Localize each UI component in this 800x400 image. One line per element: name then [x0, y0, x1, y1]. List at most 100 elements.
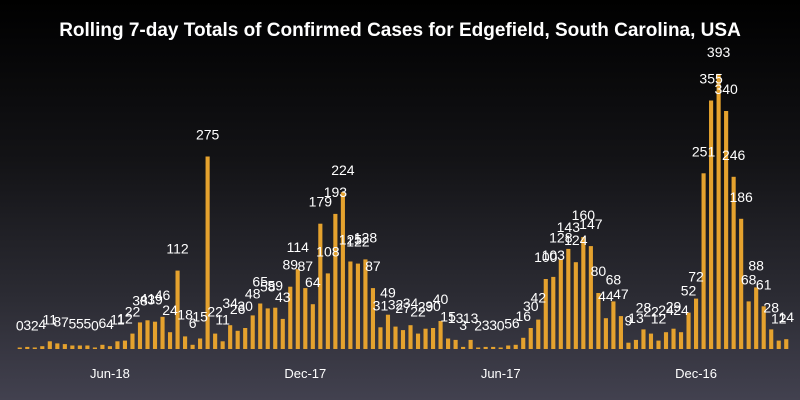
bar-value-label: 46: [155, 287, 171, 303]
bar-value-label: 27: [395, 300, 411, 316]
bar: [258, 303, 263, 349]
bar: [678, 332, 684, 349]
bar: [566, 248, 571, 349]
bar: [303, 288, 308, 349]
bar: [32, 347, 37, 349]
bar-value-label: 68: [741, 271, 757, 287]
bar: [581, 237, 586, 349]
bar: [694, 298, 699, 349]
bar-value-label: 160: [572, 207, 596, 223]
bar: [25, 346, 30, 349]
bar: [476, 347, 481, 349]
bar: [115, 341, 120, 349]
bar-value-label: 47: [613, 286, 629, 302]
bar-value-label: 7: [61, 314, 69, 330]
bar-value-label: 13: [628, 310, 644, 326]
bar: [167, 332, 173, 349]
bar-value-label: 5: [68, 316, 76, 332]
bar-value-label: 4: [106, 316, 114, 332]
bar-value-label: 89: [282, 257, 298, 273]
bar: [17, 347, 22, 349]
bar-value-label: 12: [651, 311, 667, 327]
bar-value-label: 355: [699, 71, 723, 87]
bar-value-label: 49: [380, 285, 396, 301]
bar: [761, 306, 766, 349]
bar: [160, 316, 165, 349]
bar: [62, 344, 67, 349]
bar: [295, 269, 300, 349]
bar: [370, 288, 376, 349]
bar-value-label: 58: [260, 278, 276, 294]
bar-value-label: 34: [222, 295, 238, 311]
bar-value-label: 3: [459, 317, 467, 333]
bar: [85, 345, 90, 349]
bar-value-label: 26: [230, 301, 246, 317]
bar-value-label: 87: [298, 258, 314, 274]
bar-value-label: 30: [237, 298, 253, 314]
bar-value-label: 224: [331, 162, 355, 178]
bar-value-label: 100: [534, 249, 558, 265]
bar-value-label: 13: [463, 310, 479, 326]
bar: [378, 327, 383, 349]
bar: [130, 333, 135, 349]
bar: [776, 340, 781, 349]
bar-value-label: 0: [91, 318, 99, 334]
bar: [739, 218, 744, 349]
bar-value-label: 34: [403, 295, 419, 311]
bar-value-label: 44: [598, 288, 614, 304]
bar: [273, 307, 278, 349]
bar-value-label: 9: [625, 313, 633, 329]
bar: [483, 346, 488, 349]
bar: [663, 332, 669, 349]
bar: [430, 328, 436, 349]
x-tick-label: Dec-17: [284, 366, 326, 381]
bar-value-label: 88: [748, 257, 764, 273]
bar-value-label: 24: [673, 302, 689, 318]
bar-value-label: 2: [31, 318, 39, 334]
bar: [40, 346, 45, 349]
bar-value-label: 128: [354, 229, 378, 245]
bar-value-label: 12: [771, 311, 787, 327]
bar-value-label: 87: [365, 258, 381, 274]
bar: [318, 223, 323, 349]
bar-value-label: 128: [549, 229, 573, 245]
bar: [355, 263, 360, 349]
bar: [528, 328, 533, 349]
bar-value-label: 11: [215, 311, 230, 327]
bar-value-label: 251: [692, 143, 716, 159]
bar-value-label: 246: [722, 147, 746, 163]
bar-value-label: 186: [729, 189, 753, 205]
bar: [461, 346, 466, 349]
bar-value-label: 393: [707, 44, 731, 60]
bar: [438, 321, 443, 349]
x-tick-label: Jun-18: [90, 366, 130, 381]
bar-value-label: 6: [512, 315, 520, 331]
bar: [243, 328, 248, 349]
bar-value-label: 3: [489, 317, 497, 333]
bar-value-label: 64: [305, 274, 321, 290]
bar-value-label: 15: [192, 309, 208, 325]
bar-value-label: 59: [267, 278, 283, 294]
bar-value-label: 68: [606, 271, 622, 287]
bar-value-label: 11: [110, 311, 125, 327]
bar-value-label: 40: [433, 291, 449, 307]
bar-value-label: 122: [346, 234, 370, 250]
bar-value-label: 15: [440, 309, 456, 325]
x-tick-label: Dec-16: [675, 366, 717, 381]
bar: [235, 330, 240, 349]
bar: [137, 322, 143, 349]
bar-value-label: 6: [99, 315, 107, 331]
bar-value-label: 65: [252, 274, 268, 290]
bar-value-label: 108: [316, 243, 340, 259]
bar: [648, 333, 654, 349]
bar: [152, 321, 158, 349]
bar: [521, 337, 526, 349]
bar: [415, 333, 421, 349]
bar: [288, 286, 293, 349]
bar: [596, 293, 601, 349]
bar: [122, 340, 128, 349]
bar-value-label: 29: [418, 299, 434, 315]
bar: [310, 304, 315, 349]
bar: [626, 342, 631, 349]
bar: [724, 111, 729, 349]
